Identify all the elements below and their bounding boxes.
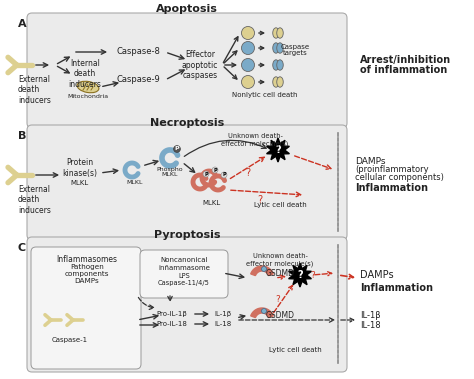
Text: Protein
kinase(s): Protein kinase(s) [63, 158, 98, 178]
Text: P: P [222, 172, 226, 177]
Text: Pyroptosis: Pyroptosis [154, 230, 220, 240]
Text: Lytic cell death: Lytic cell death [254, 202, 306, 208]
Text: A: A [18, 19, 27, 29]
Text: Effector
apoptotic
caspases: Effector apoptotic caspases [182, 50, 218, 80]
Ellipse shape [277, 28, 283, 38]
Text: P: P [213, 168, 217, 172]
Text: (proinflammatory: (proinflammatory [355, 166, 428, 174]
Text: ?: ? [275, 145, 281, 155]
Text: Apoptosis: Apoptosis [156, 4, 218, 14]
Text: cellular components): cellular components) [355, 172, 444, 182]
Text: MLKL: MLKL [71, 180, 89, 186]
Text: C: C [18, 243, 26, 253]
Text: IL-1β: IL-1β [214, 311, 232, 317]
Text: GSDMD: GSDMD [265, 268, 294, 277]
Text: Caspase
targets: Caspase targets [281, 44, 310, 56]
Polygon shape [266, 138, 290, 162]
Circle shape [241, 27, 255, 39]
Text: Mitochondria: Mitochondria [67, 94, 109, 100]
Text: ?: ? [246, 168, 251, 178]
Polygon shape [289, 263, 311, 287]
FancyBboxPatch shape [140, 250, 228, 298]
Ellipse shape [277, 60, 283, 70]
Text: P: P [204, 172, 208, 177]
Ellipse shape [277, 43, 283, 53]
Text: IL-18: IL-18 [360, 321, 381, 329]
Text: Arrest/inhibition: Arrest/inhibition [360, 55, 451, 65]
Text: External
death
inducers: External death inducers [18, 185, 51, 215]
Text: Noncanonical
inñammasome: Noncanonical inñammasome [158, 257, 210, 271]
Ellipse shape [77, 81, 99, 93]
FancyBboxPatch shape [31, 247, 141, 369]
Text: P: P [175, 147, 179, 152]
Ellipse shape [273, 60, 279, 70]
FancyBboxPatch shape [27, 125, 347, 240]
FancyBboxPatch shape [27, 237, 347, 372]
Text: External
death
inducers: External death inducers [18, 75, 51, 105]
Text: Unknown death-
effector molecule(s): Unknown death- effector molecule(s) [246, 253, 314, 267]
Text: Nonlytic cell death: Nonlytic cell death [232, 92, 298, 98]
FancyBboxPatch shape [27, 13, 347, 128]
Ellipse shape [273, 28, 279, 38]
Text: MLKL: MLKL [127, 180, 143, 185]
Text: Caspase-9: Caspase-9 [116, 75, 160, 85]
Text: B: B [18, 131, 26, 141]
Text: of inflammation: of inflammation [360, 65, 447, 75]
Text: DAMPs: DAMPs [360, 270, 393, 280]
Circle shape [262, 266, 266, 271]
Text: LPS
Caspase-11/4/5: LPS Caspase-11/4/5 [158, 273, 210, 285]
Text: ?: ? [297, 270, 303, 280]
Text: ?: ? [275, 296, 281, 304]
Text: ?: ? [257, 195, 263, 205]
Polygon shape [251, 266, 273, 276]
Circle shape [241, 75, 255, 89]
Text: MLKL: MLKL [203, 200, 221, 206]
Text: Inflammation: Inflammation [355, 183, 428, 193]
Text: Caspase-8: Caspase-8 [116, 47, 160, 56]
Text: Phospho
MLKL: Phospho MLKL [157, 167, 183, 177]
Ellipse shape [277, 77, 283, 87]
Text: ?: ? [310, 271, 315, 279]
Text: Lytic cell death: Lytic cell death [269, 347, 321, 353]
Circle shape [241, 41, 255, 55]
Text: GSDMD: GSDMD [265, 310, 294, 319]
Text: Necroptosis: Necroptosis [150, 118, 224, 128]
Text: Pro-IL-1β: Pro-IL-1β [156, 311, 187, 317]
Text: Pro-IL-18: Pro-IL-18 [156, 321, 187, 327]
Text: P: P [175, 147, 179, 152]
Text: IL-1β: IL-1β [360, 312, 381, 321]
Text: IL-18: IL-18 [214, 321, 232, 327]
Text: Pathogen
components
DAMPs: Pathogen components DAMPs [65, 264, 109, 284]
Text: Inflammasomes: Inflammasomes [56, 255, 118, 265]
Circle shape [262, 309, 266, 313]
Ellipse shape [273, 43, 279, 53]
Text: Caspase-1: Caspase-1 [52, 337, 88, 343]
Ellipse shape [273, 77, 279, 87]
Text: Inflammation: Inflammation [360, 283, 433, 293]
Text: DAMPs: DAMPs [355, 158, 385, 166]
Circle shape [241, 58, 255, 72]
Polygon shape [251, 308, 273, 318]
Text: Unknown death-
effector molecule(s): Unknown death- effector molecule(s) [221, 133, 289, 147]
Text: Internal
death
inducers: Internal death inducers [69, 59, 101, 89]
